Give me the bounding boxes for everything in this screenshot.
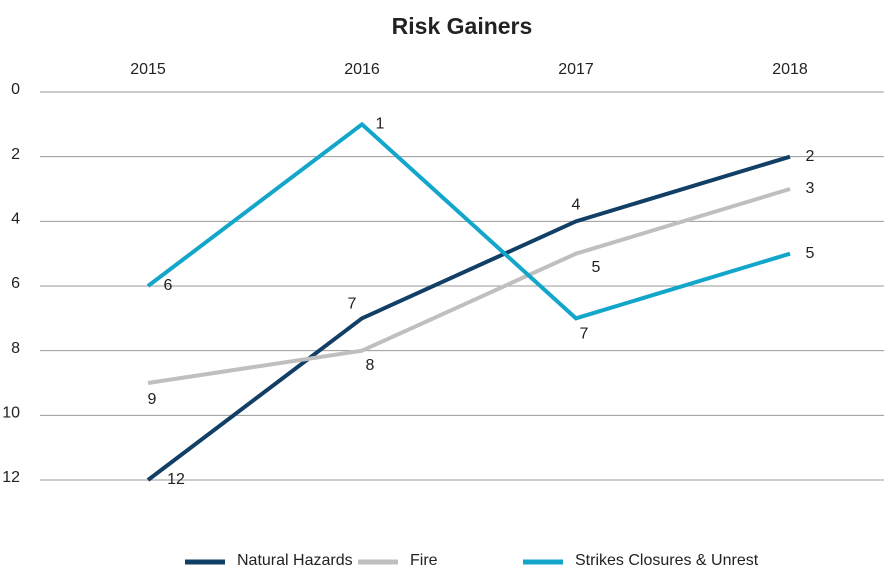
data-label: 7 — [348, 296, 357, 313]
y-tick-label: 4 — [11, 211, 20, 228]
line — [146, 154, 791, 482]
data-label: 12 — [167, 471, 185, 488]
y-tick-label: 8 — [11, 340, 20, 357]
data-label: 8 — [366, 357, 375, 374]
x-tick-label: 2017 — [558, 61, 594, 78]
data-label: 5 — [592, 259, 601, 276]
line — [147, 187, 791, 385]
y-tick-label: 2 — [11, 146, 20, 163]
x-tick-label: 2018 — [772, 61, 808, 78]
data-label: 9 — [148, 391, 157, 408]
line — [146, 121, 791, 321]
y-tick-label: 0 — [11, 81, 20, 98]
y-tick-label: 12 — [2, 469, 20, 486]
data-label: 6 — [164, 277, 173, 294]
legend-label: Natural Hazards — [237, 552, 353, 569]
x-tick-label: 2015 — [130, 61, 166, 78]
data-label: 1 — [376, 116, 385, 133]
y-tick-label: 10 — [2, 405, 20, 422]
y-tick-label: 6 — [11, 275, 20, 292]
data-label: 4 — [572, 197, 581, 214]
data-label: 5 — [806, 245, 815, 262]
legend-label: Strikes Closures & Unrest — [575, 552, 759, 569]
legend-label: Fire — [410, 552, 438, 569]
data-label: 7 — [580, 326, 589, 343]
data-label: 2 — [806, 148, 815, 165]
data-label: 3 — [806, 180, 815, 197]
chart-title: Risk Gainers — [392, 13, 533, 39]
x-tick-label: 2016 — [344, 61, 380, 78]
